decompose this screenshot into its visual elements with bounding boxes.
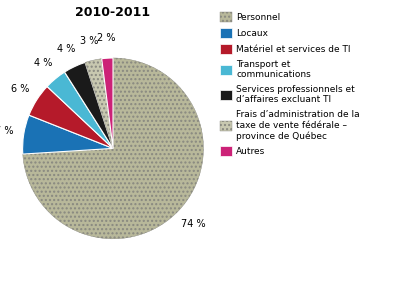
Wedge shape [23, 115, 113, 154]
Text: 6 %: 6 % [11, 84, 29, 94]
Text: 2 %: 2 % [97, 33, 115, 43]
Wedge shape [85, 59, 113, 148]
Title: 2010-2011: 2010-2011 [76, 6, 150, 19]
Text: 74 %: 74 % [181, 219, 206, 229]
Wedge shape [29, 86, 113, 148]
Wedge shape [23, 58, 203, 239]
Text: 4 %: 4 % [57, 44, 75, 54]
Wedge shape [47, 72, 113, 148]
Legend: Personnel, Locaux, Matériel et services de TI, Transport et
communications, Serv: Personnel, Locaux, Matériel et services … [218, 10, 362, 158]
Text: 4 %: 4 % [34, 58, 52, 68]
Wedge shape [102, 58, 113, 148]
Text: 3 %: 3 % [80, 36, 98, 46]
Text: 7 %: 7 % [0, 126, 13, 136]
Wedge shape [65, 62, 113, 148]
